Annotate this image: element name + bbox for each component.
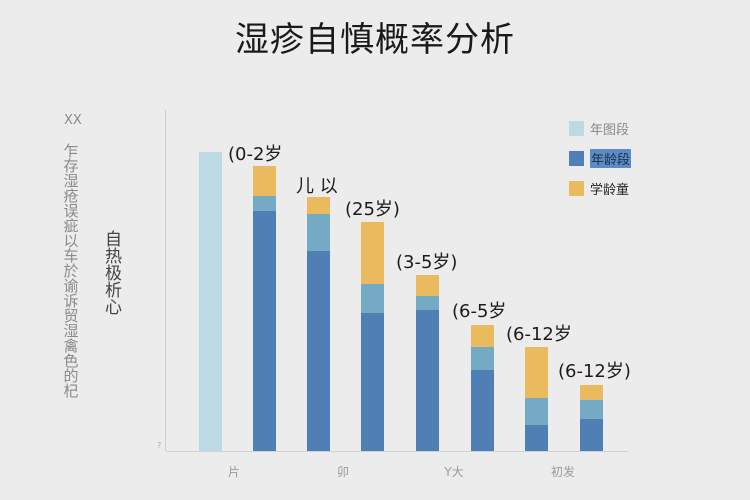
x-tick-label: 片: [227, 465, 241, 479]
x-tick-label: 初发: [550, 465, 576, 479]
y-tick: ?: [157, 441, 162, 450]
bar-segment: [361, 313, 384, 451]
legend-label: 学龄童: [590, 182, 630, 198]
bar-segment: [361, 222, 384, 284]
bar-segment: [580, 385, 603, 400]
bar-segment: [307, 214, 330, 251]
bar-label: (6-12岁: [506, 324, 572, 345]
bar-segment: [580, 419, 603, 451]
bar-1: [253, 166, 276, 451]
bar-label: (6-12岁): [558, 361, 631, 382]
x-tick-label: Y大: [444, 465, 464, 479]
bar-segment: [253, 196, 276, 211]
legend-swatch-light-icon: [569, 120, 584, 136]
bar-segment: [525, 398, 548, 425]
bar-segment: [416, 275, 439, 296]
bar-segment: [471, 347, 494, 370]
bar-segment: [471, 325, 494, 347]
bar-segment: [361, 284, 384, 313]
y-axis-label: 自热极析心: [101, 230, 121, 315]
bar-segment: [253, 166, 276, 196]
bar-segment: [525, 347, 548, 398]
bar-7: [580, 385, 603, 451]
bar-label: (6-5岁: [452, 301, 507, 322]
bar-5: [471, 325, 494, 451]
x-axis-line: [166, 451, 628, 452]
legend-label: 年龄段: [590, 148, 632, 168]
bar-segment: [307, 197, 330, 214]
y-axis-line: [165, 110, 166, 451]
bar-segment: [307, 251, 330, 451]
bar-0: [199, 152, 222, 451]
bar-6: [525, 347, 548, 451]
bar-segment: [525, 425, 548, 451]
side-vertical-text: 乍存湿疮误疵以车於谕诉贸湿禽色的杞: [61, 143, 80, 398]
bar-segment: [471, 370, 494, 451]
legend-item-3[interactable]: 学龄童: [569, 179, 630, 198]
bar-2: [307, 197, 330, 451]
bar-segment: [253, 211, 276, 451]
legend-swatch-blue-icon: [569, 150, 584, 166]
legend-item-1[interactable]: 年图段: [569, 119, 630, 138]
legend-item-2[interactable]: 年龄段: [569, 148, 632, 168]
bar-label: (25岁): [345, 199, 400, 220]
bar-label: (3-5岁): [396, 252, 458, 273]
chart-title: 湿疹自慎概率分析: [235, 20, 515, 60]
x-tick-label: 卯: [336, 465, 350, 479]
bar-4: [416, 275, 439, 451]
bar-segment: [416, 310, 439, 451]
bar-label: 儿 以: [296, 176, 338, 197]
bar-3: [361, 222, 384, 451]
bar-segment: [199, 152, 222, 451]
bar-segment: [416, 296, 439, 310]
legend-swatch-gold-icon: [569, 180, 584, 196]
bar-label: (0-2岁: [228, 144, 283, 165]
legend-label: 年图段: [590, 122, 630, 138]
side-prefix: XX: [64, 113, 82, 128]
bar-segment: [580, 400, 603, 419]
